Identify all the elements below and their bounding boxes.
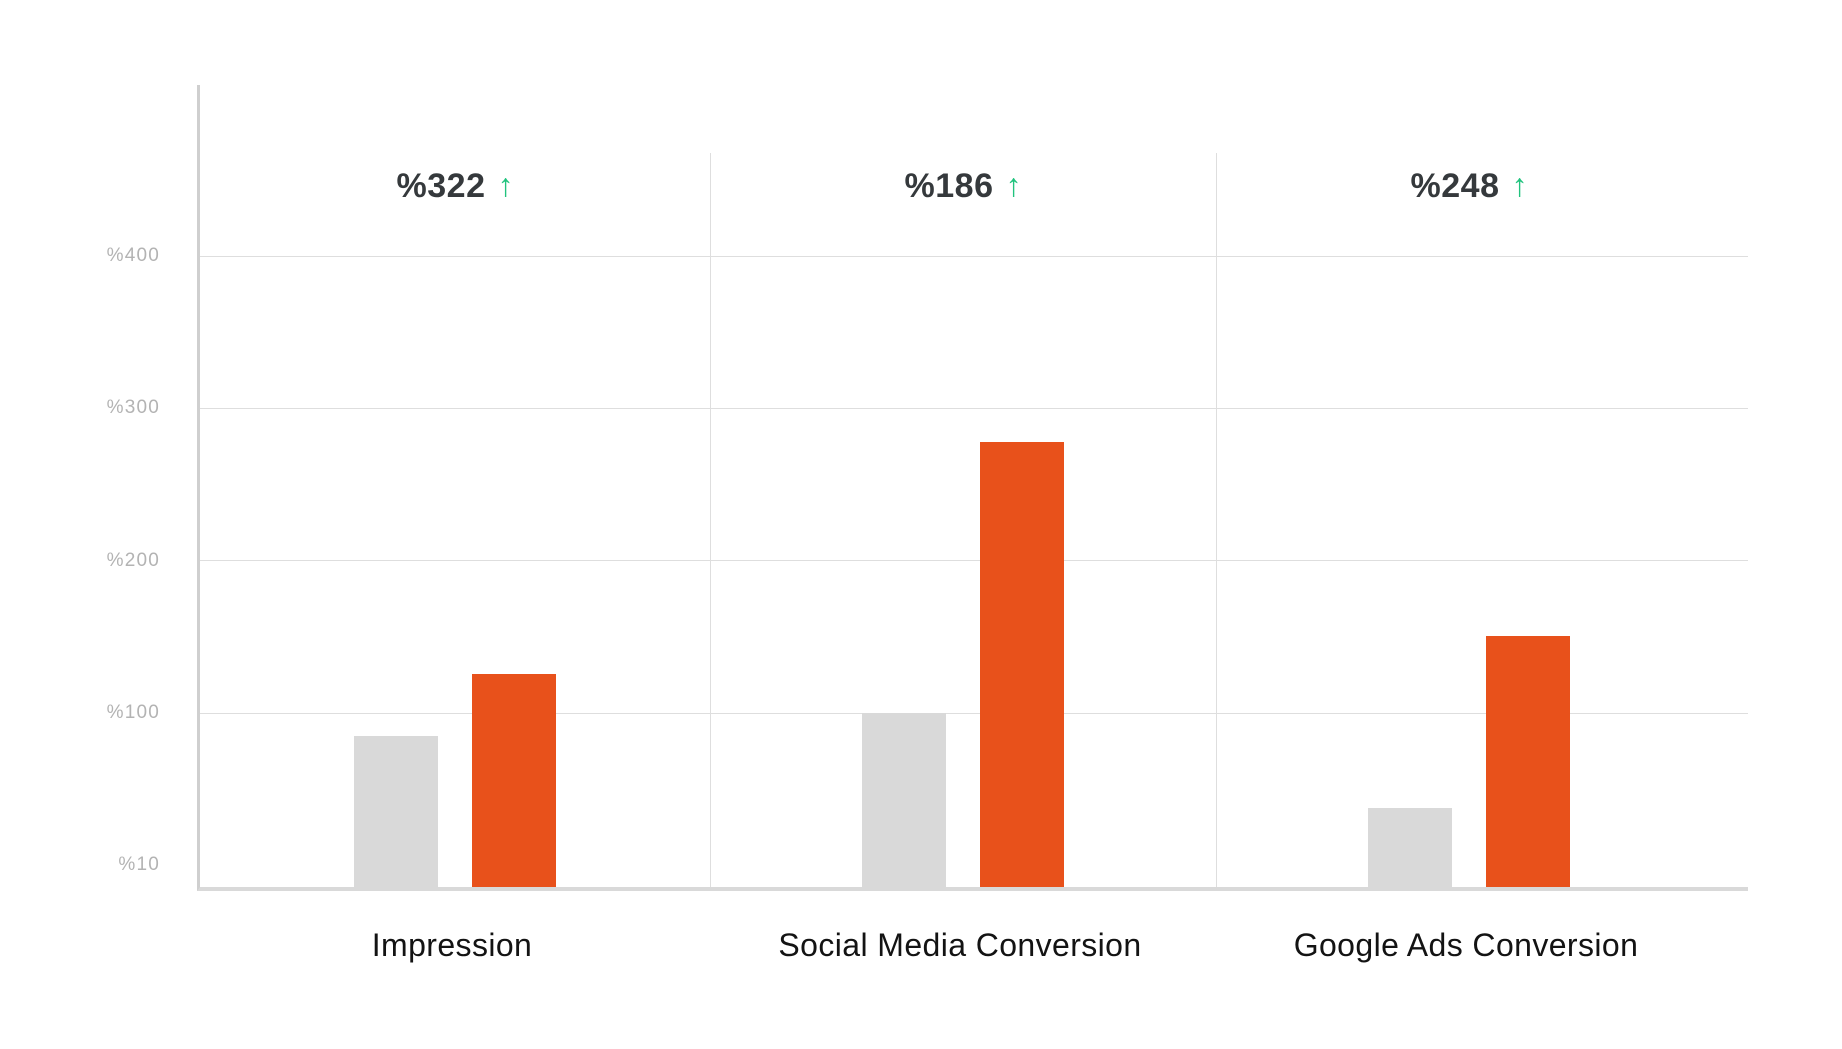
change-indicator: %322 ↑: [200, 161, 710, 211]
y-gridline: [200, 712, 1748, 714]
y-gridline: [200, 560, 1748, 562]
change-indicator: %248 ↑: [1216, 161, 1722, 211]
y-gridline: [200, 407, 1748, 409]
y-axis-tick-label: %400: [106, 245, 160, 266]
bar-previous: [1368, 808, 1452, 887]
y-axis-tick-label: %300: [106, 397, 160, 419]
bar-current: [980, 442, 1064, 887]
panel-separator: [709, 153, 711, 887]
change-value: %248: [1410, 166, 1500, 205]
bar-previous: [354, 736, 438, 887]
up-arrow-icon: ↑: [1005, 166, 1022, 203]
chart-plot-area: %322 ↑ %186 ↑ %248 ↑: [197, 85, 1748, 891]
up-arrow-icon: ↑: [497, 166, 514, 203]
category-label: Social Media Conversion: [778, 926, 1142, 963]
y-axis-tick-label: %10: [118, 854, 160, 876]
category-label: Impression: [371, 926, 533, 963]
up-arrow-icon: ↑: [1511, 166, 1528, 203]
bar-previous: [862, 713, 946, 887]
category-label: Google Ads Conversion: [1293, 926, 1639, 963]
y-gridline: [200, 255, 1748, 257]
change-indicator: %186 ↑: [710, 161, 1216, 211]
bar-current: [1486, 636, 1570, 887]
change-value: %186: [904, 166, 994, 205]
bar-current: [472, 674, 556, 887]
change-value: %322: [396, 166, 486, 205]
y-axis-tick-label: %200: [106, 549, 160, 571]
y-axis-tick-label: %100: [106, 702, 160, 723]
panel-separator: [1215, 153, 1217, 887]
